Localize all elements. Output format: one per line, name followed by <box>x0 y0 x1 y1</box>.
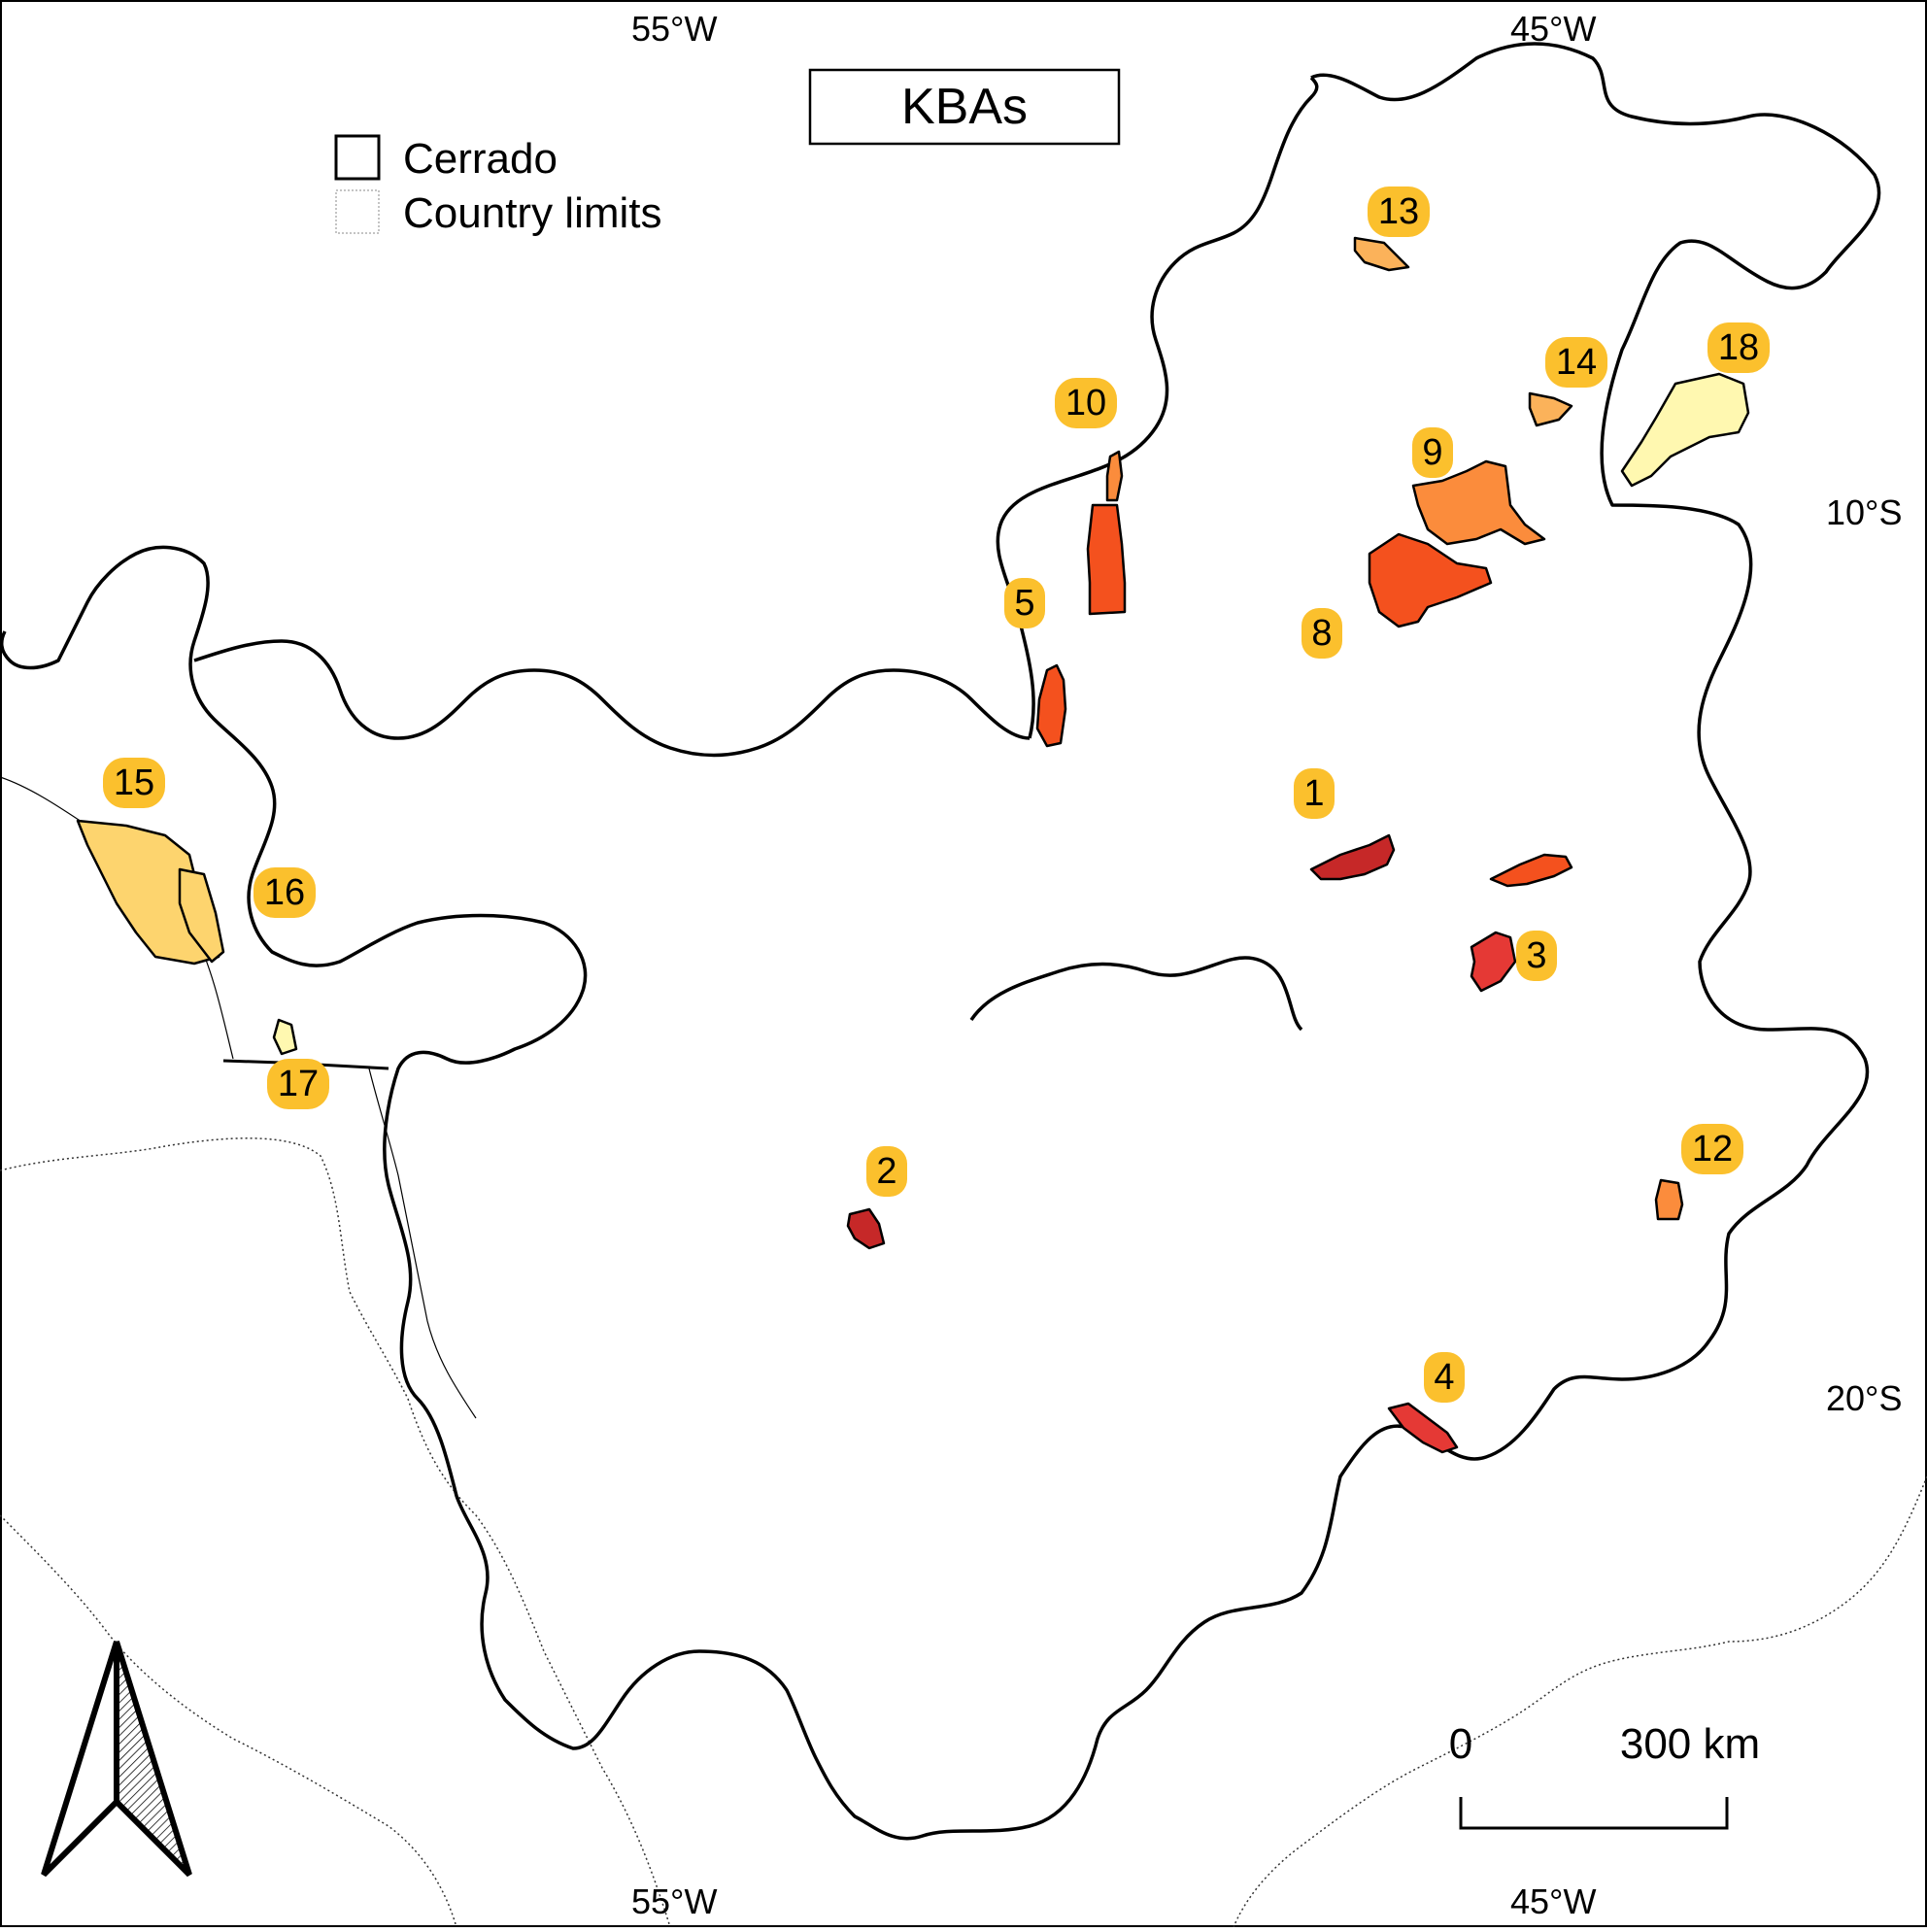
kba-label-9: 9 <box>1412 427 1453 478</box>
svg-text:2: 2 <box>876 1151 896 1192</box>
title-box <box>808 68 1121 146</box>
kba-label-17: 17 <box>267 1059 329 1109</box>
kba-label-15: 15 <box>103 758 165 808</box>
kba-3-polygon <box>1470 931 1517 993</box>
kba-18-polygon <box>1620 372 1750 488</box>
graticule-top-55w: 55°W <box>631 9 717 49</box>
svg-text:4: 4 <box>1434 1357 1454 1398</box>
kba-label-12: 12 <box>1681 1124 1743 1174</box>
scale-bar: 0 300 km <box>1449 1720 1760 1830</box>
kba-label-14: 14 <box>1545 337 1607 388</box>
legend-swatch-country-limits <box>335 189 380 234</box>
cerrado-outline <box>0 42 1881 1841</box>
svg-text:13: 13 <box>1378 191 1419 232</box>
kba-5-polygon <box>1035 663 1067 748</box>
kba-polygons <box>76 236 1750 1454</box>
graticule-bottom-55w: 55°W <box>631 1881 717 1921</box>
kba-label-10: 10 <box>1055 378 1117 428</box>
kba-label-18: 18 <box>1707 322 1770 373</box>
kba-2-polygon <box>846 1207 886 1250</box>
kba-label-3: 3 <box>1516 931 1557 981</box>
svg-text:10: 10 <box>1065 383 1106 424</box>
svg-text:16: 16 <box>264 872 305 913</box>
kba-13-polygon <box>1353 236 1410 272</box>
kba-10a-polygon <box>1086 503 1127 616</box>
kba-15-polygon <box>76 819 220 966</box>
legend-label-cerrado: Cerrado <box>403 135 558 183</box>
svg-text:5: 5 <box>1014 583 1034 624</box>
svg-text:17: 17 <box>278 1064 319 1104</box>
svg-text:8: 8 <box>1311 613 1332 654</box>
svg-text:18: 18 <box>1718 327 1759 368</box>
kba-labels: 1 2 3 4 5 8 9 10 12 13 14 15 16 17 18 <box>103 186 1770 1403</box>
kba-8-polygon <box>1368 532 1493 628</box>
graticule-right-20s: 20°S <box>1826 1378 1902 1418</box>
cerrado-outline-north <box>193 639 1031 758</box>
kba-1-polygon <box>1309 833 1396 881</box>
kba-label-13: 13 <box>1368 186 1430 237</box>
country-limits <box>0 1137 1927 1928</box>
kba-9-polygon <box>1411 459 1546 546</box>
kba-17-polygon <box>272 1018 298 1056</box>
kba-14-polygon <box>1528 391 1573 427</box>
kba-label-8: 8 <box>1302 608 1342 659</box>
svg-text:9: 9 <box>1422 432 1442 473</box>
kba-3b-polygon <box>1489 853 1573 888</box>
legend-swatch-cerrado <box>334 134 381 181</box>
cerrado-outline-northeast <box>996 76 1319 739</box>
svg-text:12: 12 <box>1692 1129 1733 1169</box>
kba-label-4: 4 <box>1424 1352 1465 1403</box>
kba-label-16: 16 <box>254 867 316 918</box>
kba-label-2: 2 <box>866 1146 907 1197</box>
graticule-top-45w: 45°W <box>1510 9 1596 49</box>
legend-label-country-limits: Country limits <box>403 189 662 237</box>
svg-text:3: 3 <box>1526 935 1546 976</box>
scale-bar-start: 0 <box>1449 1720 1472 1768</box>
svg-text:14: 14 <box>1556 342 1597 383</box>
kba-label-1: 1 <box>1294 768 1335 819</box>
graticule-right-10s: 10°S <box>1826 492 1902 532</box>
graticule-bottom-45w: 45°W <box>1510 1881 1596 1921</box>
kba-12-polygon <box>1654 1178 1684 1221</box>
scale-bar-end: 300 km <box>1620 1720 1760 1768</box>
kba-label-5: 5 <box>1004 578 1045 628</box>
kba-10b-polygon <box>1105 450 1124 502</box>
kba-16-polygon <box>178 867 225 964</box>
map-title: KBAs <box>901 79 1028 135</box>
cerrado-outline-east <box>969 956 1303 1032</box>
svg-text:1: 1 <box>1303 773 1324 814</box>
north-arrow-icon <box>41 1641 192 1878</box>
svg-text:15: 15 <box>114 763 154 803</box>
kba-4-polygon <box>1387 1402 1459 1454</box>
